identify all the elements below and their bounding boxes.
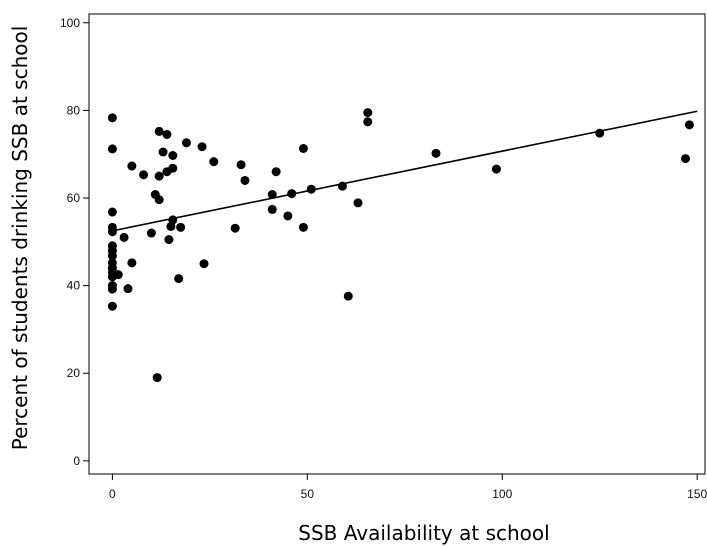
data-points	[107, 108, 694, 383]
y-tick-label: 60	[67, 191, 81, 205]
data-point	[154, 171, 164, 181]
data-point	[283, 211, 293, 221]
plot-frame	[88, 13, 706, 475]
data-point	[107, 144, 117, 154]
data-point	[154, 195, 164, 205]
data-point	[209, 157, 219, 167]
data-point	[230, 223, 240, 233]
data-point	[107, 227, 117, 237]
y-axis-label: Percent of students drinking SSB at scho…	[8, 26, 32, 451]
data-point	[431, 148, 441, 158]
x-tick-label: 50	[301, 487, 315, 501]
data-point	[271, 167, 281, 177]
data-point	[127, 161, 137, 171]
data-point	[353, 198, 363, 208]
x-axis-label: SSB Availability at school	[298, 521, 549, 545]
y-tick-label: 40	[67, 279, 81, 293]
data-point	[267, 189, 277, 199]
data-point	[181, 138, 191, 148]
data-point	[363, 117, 373, 127]
data-point	[152, 373, 162, 383]
data-point	[154, 126, 164, 136]
data-point	[174, 274, 184, 284]
data-point	[119, 232, 129, 242]
data-point	[681, 154, 691, 164]
data-point	[168, 151, 178, 161]
data-point	[491, 164, 501, 174]
data-point	[267, 204, 277, 214]
data-point	[162, 129, 172, 139]
x-axis-ticks: 0 50 100 150	[109, 474, 707, 501]
data-point	[107, 207, 117, 217]
data-point	[113, 270, 123, 280]
data-point	[197, 142, 207, 152]
data-point	[298, 222, 308, 232]
data-point	[146, 228, 156, 238]
trend-line	[112, 110, 698, 232]
data-point	[107, 284, 117, 294]
data-point	[298, 143, 308, 153]
data-point	[164, 235, 174, 245]
data-point	[236, 160, 246, 170]
x-tick-label: 0	[109, 487, 116, 501]
data-point	[176, 222, 186, 232]
data-point	[199, 259, 209, 269]
x-tick-label: 100	[492, 487, 512, 501]
data-point	[168, 163, 178, 173]
y-tick-label: 80	[67, 103, 81, 117]
data-point	[158, 147, 168, 157]
data-point	[127, 258, 137, 268]
data-point	[139, 170, 149, 180]
y-tick-label: 100	[60, 16, 80, 30]
data-point	[240, 175, 250, 185]
data-point	[363, 108, 373, 118]
data-point	[123, 284, 133, 294]
x-tick-label: 150	[687, 487, 707, 501]
data-point	[107, 113, 117, 123]
data-point	[343, 291, 353, 301]
data-point	[107, 301, 117, 311]
data-point	[684, 120, 694, 130]
y-tick-label: 0	[73, 454, 80, 468]
y-tick-label: 20	[67, 366, 81, 380]
data-point	[306, 184, 316, 194]
y-axis-ticks: 0 20 40 60 80 100	[60, 16, 89, 468]
data-point	[107, 251, 117, 261]
